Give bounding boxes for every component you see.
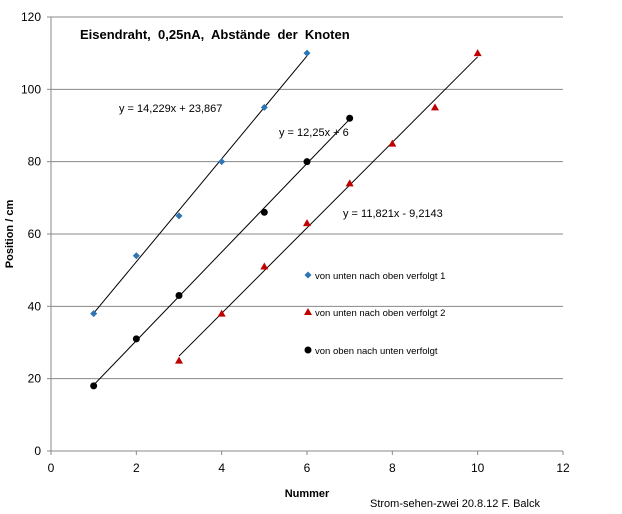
x-axis-title: Nummer bbox=[285, 488, 330, 500]
data-point-series-2 bbox=[260, 262, 269, 270]
legend-label-series-3: von oben nach unten verfolgt bbox=[315, 346, 438, 357]
legend: von unten nach oben verfolgt 1 von unten… bbox=[304, 271, 445, 357]
y-tick-label: 120 bbox=[21, 10, 41, 24]
x-tick-label: 4 bbox=[218, 461, 225, 475]
data-point-series-3 bbox=[132, 335, 140, 343]
chart-title: Eisendraht, 0,25nA, Abstände der Knoten bbox=[80, 27, 350, 42]
y-tick-label: 40 bbox=[28, 299, 42, 313]
data-points bbox=[90, 49, 482, 390]
x-tick-label: 6 bbox=[304, 461, 311, 475]
data-point-series-3 bbox=[175, 291, 183, 299]
legend-marker-series-2 bbox=[304, 308, 312, 315]
data-point-series-3 bbox=[346, 114, 354, 122]
legend-markers bbox=[304, 271, 312, 354]
trendline-series-1 bbox=[93, 55, 308, 314]
data-point-series-1 bbox=[175, 212, 183, 220]
data-point-series-2 bbox=[303, 219, 311, 227]
y-tick-label: 0 bbox=[34, 444, 41, 458]
y-tick-label: 20 bbox=[28, 372, 42, 386]
data-point-series-3 bbox=[303, 158, 311, 166]
credit-text: Strom-sehen-zwei 20.8.12 F. Balck bbox=[370, 498, 540, 510]
trendline-equation-series-2: y = 11,821x - 9,2143 bbox=[343, 208, 443, 220]
trendline-series-2 bbox=[178, 56, 479, 357]
data-point-series-1 bbox=[90, 310, 98, 318]
gridlines bbox=[51, 16, 563, 380]
data-point-series-2 bbox=[473, 49, 482, 57]
data-point-series-2 bbox=[217, 309, 226, 317]
trendline-equation-series-1: y = 14,229x + 23,867 bbox=[119, 103, 222, 115]
x-axis-ticks: 0 2 4 6 8 10 12 bbox=[48, 451, 570, 475]
data-point-series-2 bbox=[175, 356, 183, 364]
data-point-series-2 bbox=[345, 179, 354, 187]
y-tick-label: 80 bbox=[28, 155, 42, 169]
data-point-series-3 bbox=[260, 208, 268, 216]
data-point-series-1 bbox=[132, 252, 140, 260]
x-tick-label: 12 bbox=[556, 461, 570, 475]
x-tick-label: 10 bbox=[471, 461, 485, 475]
legend-label-series-1: von unten nach oben verfolgt 1 bbox=[315, 271, 445, 282]
legend-marker-series-1 bbox=[304, 271, 312, 279]
x-tick-label: 0 bbox=[48, 461, 55, 475]
trendline-equation-series-3: y = 12,25x + 6 bbox=[279, 127, 349, 139]
legend-label-series-2: von unten nach oben verfolgt 2 bbox=[315, 308, 445, 319]
x-tick-label: 8 bbox=[389, 461, 396, 475]
data-point-series-1 bbox=[260, 103, 268, 111]
data-point-series-3 bbox=[90, 382, 98, 390]
x-tick-label: 2 bbox=[133, 461, 140, 475]
y-tick-label: 60 bbox=[28, 227, 42, 241]
y-tick-label: 100 bbox=[21, 82, 41, 96]
legend-marker-series-3 bbox=[304, 346, 312, 354]
data-point-series-2 bbox=[431, 103, 439, 111]
y-axis-title: Position / cm bbox=[4, 200, 16, 269]
data-point-series-2 bbox=[388, 139, 397, 147]
data-point-series-1 bbox=[218, 158, 226, 166]
data-point-series-1 bbox=[303, 49, 311, 57]
y-axis-ticks: 0 20 40 60 80 100 120 bbox=[21, 10, 51, 458]
